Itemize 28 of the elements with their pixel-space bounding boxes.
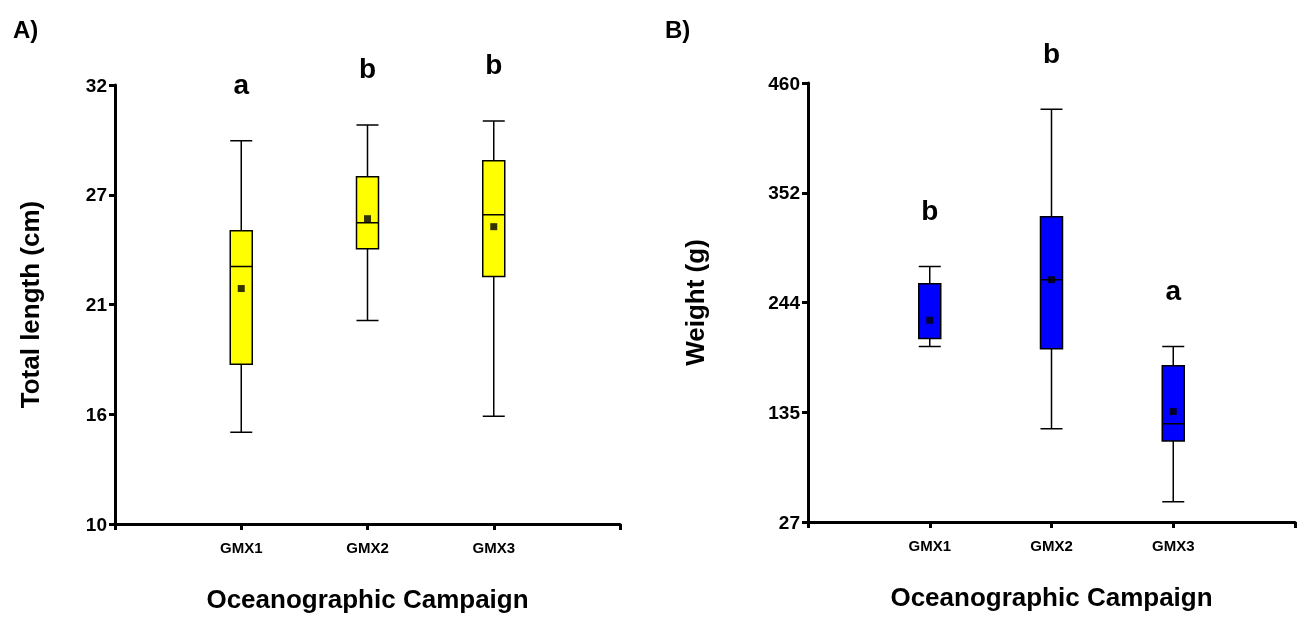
text: b [358, 53, 377, 85]
annotation: a [233, 69, 250, 101]
y-tick-label: 21 [85, 294, 108, 315]
chart-title: B) [665, 15, 691, 43]
x-tick-label: GMX2 [346, 539, 389, 556]
y-tick-label: 32 [85, 74, 107, 96]
x-tick-label: GMX3 [1151, 537, 1195, 554]
y-tick-label: 244 [768, 292, 801, 313]
annotation: a [1165, 275, 1182, 307]
text: b [1042, 37, 1061, 69]
chart-title: A) [13, 15, 39, 43]
x-tick-label: GMX3 [472, 539, 516, 556]
x-tick-label: GMX1 [908, 537, 952, 554]
y-tick-label: 27 [85, 184, 107, 206]
y-tick-label: 16 [85, 403, 107, 425]
y-axis-title: Total length (cm) [15, 200, 45, 409]
y-tick-label: 27 [778, 511, 800, 533]
x-axis-title: Oceanographic Campaign [890, 582, 1213, 612]
annotation: b [921, 195, 939, 227]
y-tick-label: 10 [85, 513, 107, 535]
text: b [485, 49, 503, 81]
y-tick-label: 352 [768, 182, 800, 204]
x-tick-label: GMX1 [219, 539, 263, 556]
y-tick-label: 460 [768, 72, 800, 94]
y-axis-title: Weight (g) [680, 239, 710, 366]
x-tick-label: GMX2 [1030, 537, 1073, 554]
y-tick-label: 135 [768, 401, 801, 423]
x-axis-title: Oceanographic Campaign [206, 584, 529, 614]
